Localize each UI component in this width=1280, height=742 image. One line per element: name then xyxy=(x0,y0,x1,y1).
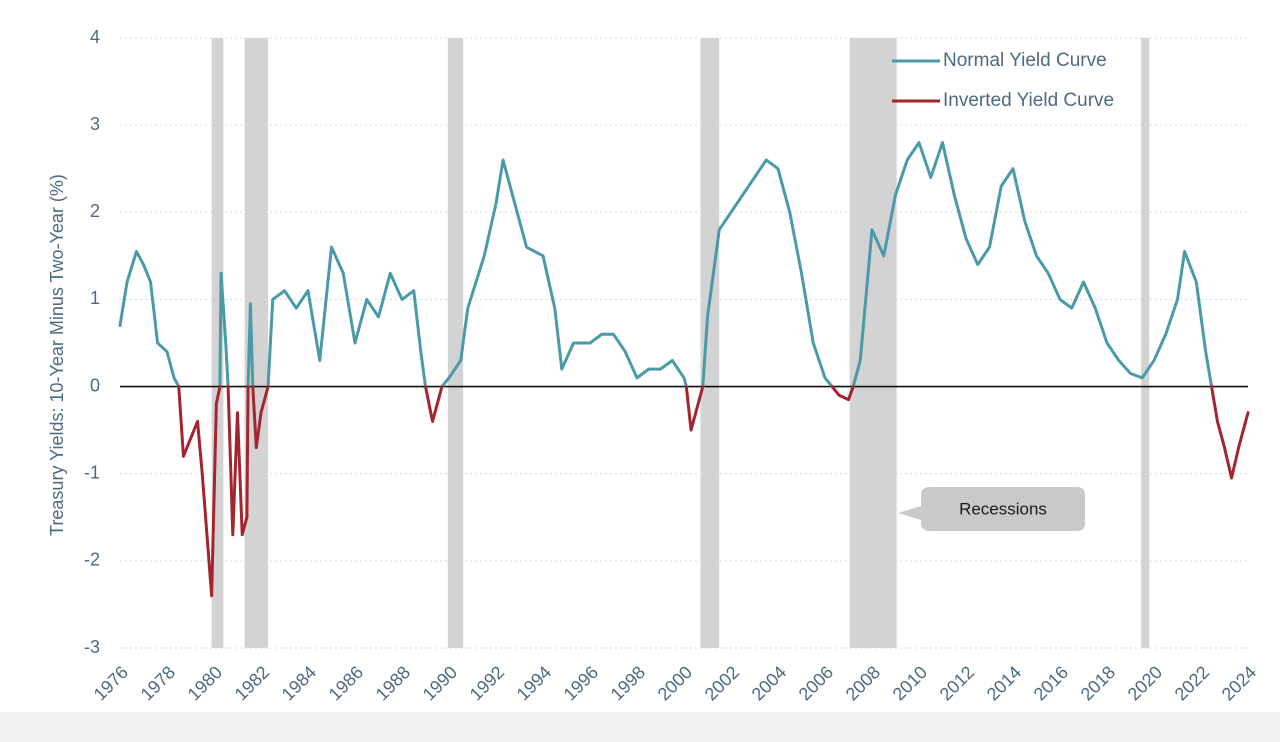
recession-band xyxy=(849,38,897,648)
recession-band xyxy=(244,38,269,648)
x-tick-label: 1996 xyxy=(560,662,602,704)
x-tick-label: 2000 xyxy=(654,662,696,704)
x-tick-label: 2016 xyxy=(1030,662,1072,704)
x-tick-label: 2010 xyxy=(889,662,931,704)
y-tick-label: -3 xyxy=(84,637,100,657)
x-tick-label: 1978 xyxy=(137,662,179,704)
y-tick-label: 1 xyxy=(90,288,100,308)
x-tick-label: 2004 xyxy=(748,662,790,704)
grid-layer xyxy=(120,37,1248,649)
x-tick-label: 2008 xyxy=(842,662,884,704)
x-tick-label: 1992 xyxy=(466,662,508,704)
legend-label: Normal Yield Curve xyxy=(943,50,1107,71)
callout-box xyxy=(898,487,1085,531)
line-layer xyxy=(118,141,1250,598)
y-axis-title: Treasury Yields: 10-Year Minus Two-Year … xyxy=(47,174,67,536)
y-tick-label: 0 xyxy=(90,375,100,395)
y-tick-label: -1 xyxy=(84,462,100,482)
x-tick-label: 2002 xyxy=(701,662,743,704)
x-tick-label: 2024 xyxy=(1218,662,1260,704)
x-tick-label: 2006 xyxy=(795,662,837,704)
recession-band xyxy=(447,38,464,648)
recession-band xyxy=(211,38,224,648)
x-tick-label: 1986 xyxy=(325,662,367,704)
text-layer: Treasury Yields: 10-Year Minus Two-Year … xyxy=(47,27,1260,705)
x-tick-label: 2020 xyxy=(1124,662,1166,704)
x-tick-label: 2018 xyxy=(1077,662,1119,704)
recession-layer xyxy=(211,38,1150,648)
y-tick-label: 3 xyxy=(90,114,100,134)
x-tick-label: 1998 xyxy=(607,662,649,704)
series-line xyxy=(177,385,1250,598)
x-tick-label: 1980 xyxy=(184,662,226,704)
x-tick-label: 2022 xyxy=(1171,662,1213,704)
callout-text: Recessions xyxy=(959,499,1047,518)
series-line xyxy=(118,141,1214,389)
x-tick-label: 1994 xyxy=(513,662,555,704)
recession-band xyxy=(1141,38,1150,648)
recession-band xyxy=(700,38,720,648)
x-tick-label: 1990 xyxy=(419,662,461,704)
y-tick-label: -2 xyxy=(84,550,100,570)
x-tick-label: 2014 xyxy=(983,662,1025,704)
x-tick-label: 1982 xyxy=(231,662,273,704)
legend-label: Inverted Yield Curve xyxy=(943,90,1114,111)
x-tick-label: 2012 xyxy=(936,662,978,704)
y-tick-label: 4 xyxy=(90,27,100,47)
y-tick-label: 2 xyxy=(90,201,100,221)
recession-callout: Recessions xyxy=(898,487,1085,531)
x-tick-label: 1988 xyxy=(372,662,414,704)
x-tick-label: 1976 xyxy=(90,662,132,704)
x-tick-label: 1984 xyxy=(278,662,320,704)
footer-bar xyxy=(0,712,1280,742)
